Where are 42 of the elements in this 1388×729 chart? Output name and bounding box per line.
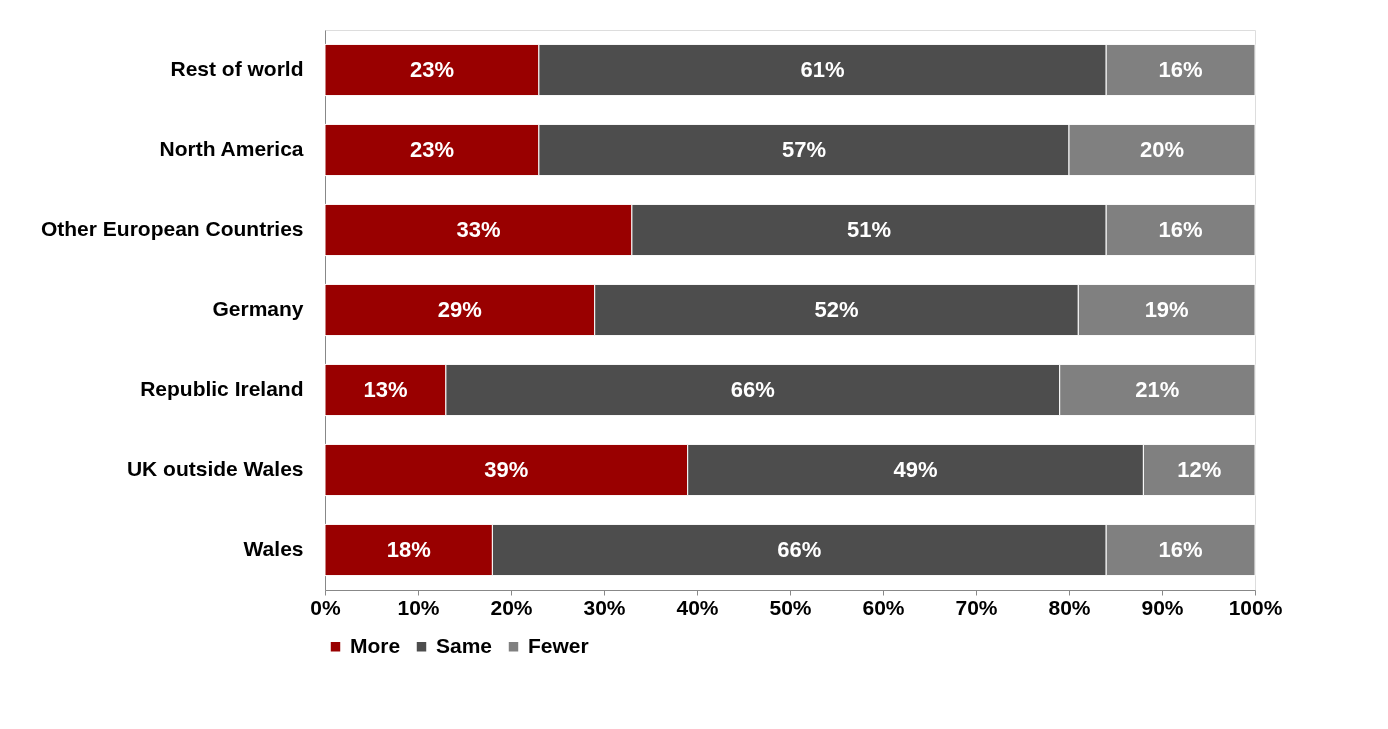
y-tick-label: North America (159, 137, 304, 160)
x-tick-label: 60% (862, 595, 905, 619)
x-tick-label: 50% (769, 595, 812, 619)
data-label: 66% (777, 537, 822, 562)
data-label: 39% (484, 457, 529, 482)
data-label: 49% (893, 457, 938, 482)
data-label: 57% (781, 137, 826, 162)
data-label: 52% (814, 297, 859, 322)
x-tick-label: 0% (310, 595, 341, 619)
data-label: 29% (437, 297, 482, 322)
legend-label: Same (436, 633, 493, 657)
y-tick-label: Germany (212, 297, 304, 320)
legend-label: Fewer (528, 633, 589, 657)
x-tick-label: 100% (1228, 595, 1283, 619)
data-label: 61% (800, 57, 845, 82)
x-tick-label: 20% (490, 595, 533, 619)
y-tick-label: Other European Countries (40, 217, 304, 240)
y-tick-label: Republic Ireland (140, 377, 304, 400)
data-label: 33% (456, 217, 501, 242)
data-label: 66% (730, 377, 775, 402)
data-label: 12% (1177, 457, 1222, 482)
x-tick-label: 80% (1048, 595, 1091, 619)
data-label: 16% (1158, 537, 1203, 562)
y-tick-label: UK outside Wales (126, 457, 304, 480)
data-label: 16% (1158, 217, 1203, 242)
x-tick-label: 70% (955, 595, 998, 619)
y-tick-label: Rest of world (170, 57, 304, 80)
data-label: 23% (409, 137, 454, 162)
x-tick-label: 10% (397, 595, 440, 619)
data-label: 16% (1158, 57, 1203, 82)
x-tick-label: 90% (1141, 595, 1184, 619)
x-tick-label: 30% (583, 595, 626, 619)
data-label: 18% (386, 537, 431, 562)
data-label: 13% (363, 377, 408, 402)
y-tick-label: Wales (243, 537, 304, 560)
data-label: 19% (1144, 297, 1189, 322)
x-tick-label: 40% (676, 595, 719, 619)
legend-label: More (350, 633, 401, 657)
data-label: 20% (1139, 137, 1185, 162)
data-label: 23% (409, 57, 454, 82)
data-label: 51% (847, 217, 892, 242)
data-label: 21% (1135, 377, 1180, 402)
